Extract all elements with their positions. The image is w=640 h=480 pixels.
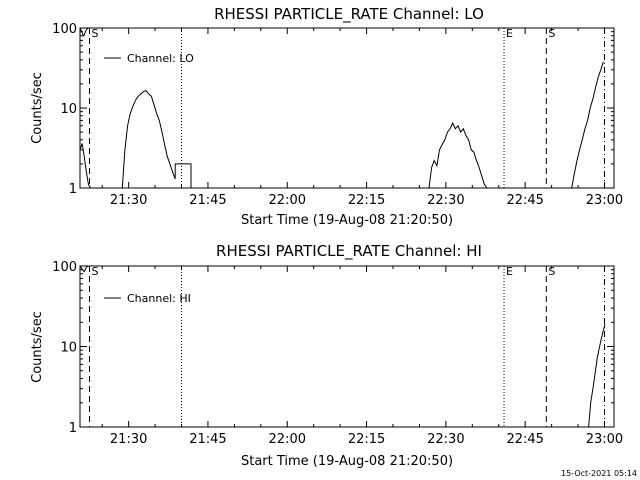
x-tick-label: 22:15 xyxy=(348,432,385,447)
legend-label: Channel: HI xyxy=(127,292,191,305)
y-tick-label: 1 xyxy=(69,182,77,197)
x-axis-label: Start Time (19-Aug-08 21:20:50) xyxy=(241,213,453,228)
y-axis-label: Counts/sec xyxy=(30,72,45,144)
legend: Channel: HI xyxy=(104,292,191,305)
x-tick-labels: 21:30 21:45 22:00 22:15 22:30 22:45 23:00 xyxy=(110,432,623,447)
x-tick-label: 21:30 xyxy=(110,432,147,447)
time-marker-label: E xyxy=(506,27,513,40)
x-axis-label: Start Time (19-Aug-08 21:20:50) xyxy=(241,454,453,469)
x-tick-labels: 21:30 21:45 22:00 22:15 22:30 22:45 23:00 xyxy=(110,193,623,208)
y-axis-label: Counts/sec xyxy=(30,311,45,383)
legend-label: Channel: LO xyxy=(127,52,194,65)
series-line-segment xyxy=(79,27,89,37)
series-line-segment xyxy=(571,61,604,189)
x-tick-label: 21:45 xyxy=(189,193,226,208)
x-tick-label: 22:45 xyxy=(506,432,543,447)
x-tick-label: 22:00 xyxy=(269,432,306,447)
series-lines xyxy=(79,265,606,428)
y-tick-label: 100 xyxy=(52,260,77,275)
x-tick-label: 22:30 xyxy=(427,432,464,447)
y-tick-label: 100 xyxy=(52,22,77,37)
x-tick-label: 23:00 xyxy=(586,193,623,208)
series-line-segment xyxy=(79,143,92,189)
series-line-segment xyxy=(588,323,606,428)
x-tick-label: 22:30 xyxy=(427,193,464,208)
series-line-segment xyxy=(79,265,89,273)
series-lines xyxy=(79,27,604,189)
series-line-segment xyxy=(121,89,192,189)
y-tick-label: 1 xyxy=(69,421,77,436)
x-tick-label: 22:15 xyxy=(348,193,385,208)
panel-lo: RHESSI PARTICLE_RATE Channel: LO S E S 21:… xyxy=(30,5,623,228)
time-marker-label: E xyxy=(506,265,513,278)
time-marker-label: S xyxy=(548,265,555,278)
x-tick-label: 21:45 xyxy=(189,432,226,447)
x-tick-label: 22:00 xyxy=(269,193,306,208)
axis-ticks xyxy=(80,265,614,428)
series-line-segment xyxy=(428,121,488,189)
x-tick-label: 22:45 xyxy=(506,193,543,208)
y-tick-labels: 1 10 100 xyxy=(52,22,77,197)
y-tick-label: 10 xyxy=(60,102,77,117)
time-marker-label: S xyxy=(92,27,99,40)
footer-timestamp: 15-Oct-2021 05:14 xyxy=(561,469,637,478)
time-marker-label: S xyxy=(92,265,99,278)
panel-hi: RHESSI PARTICLE_RATE Channel: HI S E S 21:… xyxy=(30,242,623,469)
time-marker-label: S xyxy=(548,27,555,40)
chart-title: RHESSI PARTICLE_RATE Channel: LO xyxy=(214,5,484,24)
x-tick-label: 23:00 xyxy=(586,432,623,447)
plot-frame xyxy=(79,265,615,428)
x-tick-label: 21:30 xyxy=(110,193,147,208)
legend: Channel: LO xyxy=(104,52,194,65)
y-tick-labels: 1 10 100 xyxy=(52,260,77,436)
chart-title: RHESSI PARTICLE_RATE Channel: HI xyxy=(216,242,482,261)
y-tick-label: 10 xyxy=(60,341,77,356)
